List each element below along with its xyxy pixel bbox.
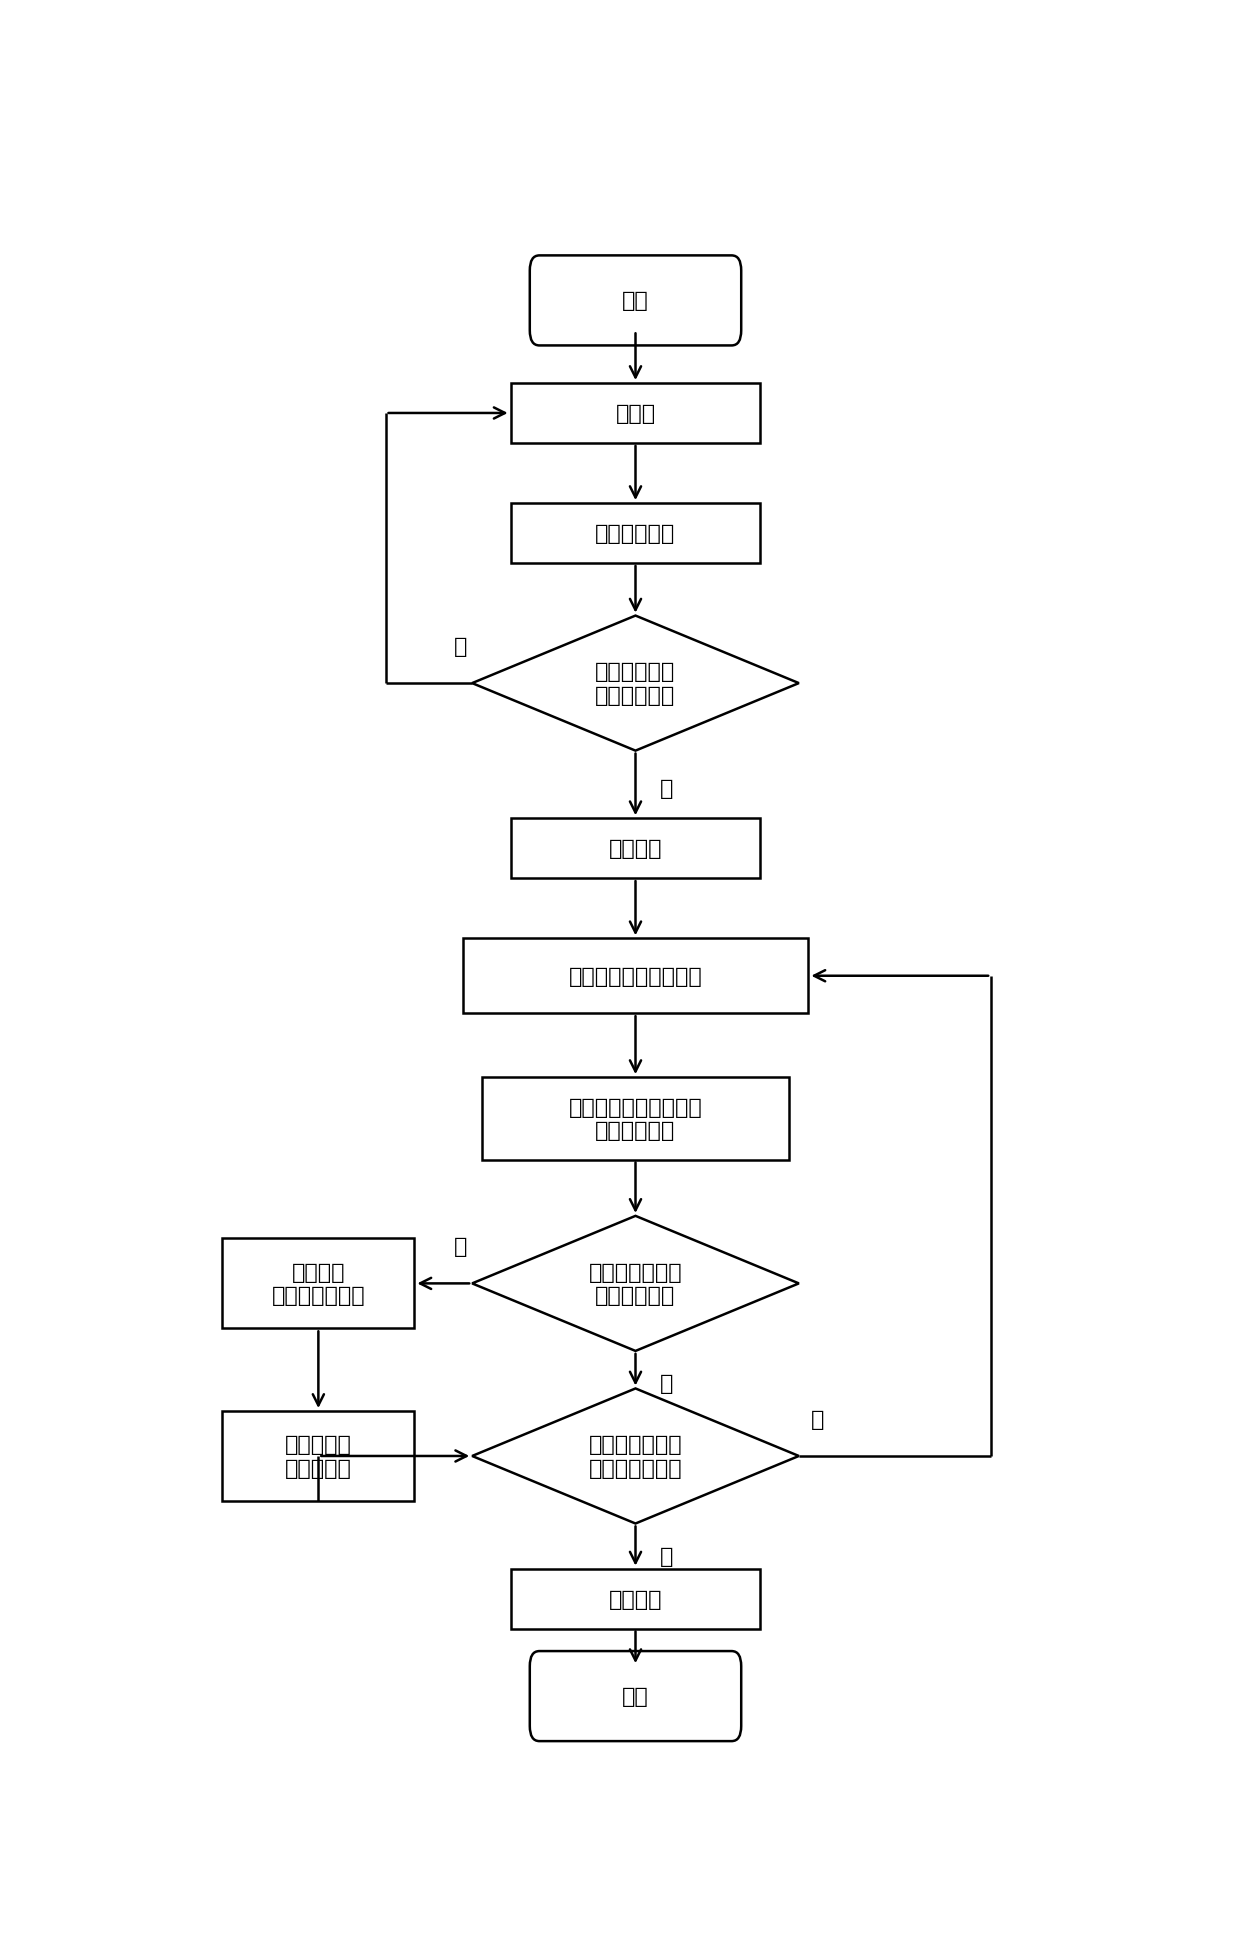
Text: 否: 否 — [811, 1408, 823, 1430]
Text: 初始化: 初始化 — [615, 403, 656, 425]
FancyBboxPatch shape — [529, 1652, 742, 1742]
Text: 模数器件采集输出信号: 模数器件采集输出信号 — [569, 966, 702, 986]
Bar — [463, 939, 808, 1013]
Text: 结束: 结束 — [622, 1687, 649, 1706]
Text: 对比得到差异性
是否超出阈值: 对比得到差异性 是否超出阈值 — [589, 1262, 682, 1305]
Text: 认为发生
单粒子瞬态效应: 认为发生 单粒子瞬态效应 — [272, 1262, 366, 1305]
Text: 是: 是 — [660, 779, 673, 799]
Bar — [511, 505, 760, 563]
Polygon shape — [472, 616, 799, 752]
Text: 配置输入码型: 配置输入码型 — [595, 524, 676, 543]
Bar — [511, 818, 760, 879]
Bar — [481, 1077, 789, 1159]
Text: 结束辐照: 结束辐照 — [609, 1590, 662, 1609]
Text: 开始: 开始 — [622, 292, 649, 312]
Text: 是: 是 — [454, 1237, 467, 1256]
Polygon shape — [472, 1216, 799, 1352]
Text: 否: 否 — [454, 637, 467, 656]
FancyBboxPatch shape — [529, 257, 742, 347]
Text: 将模数输出与原始输入
数字码型对比: 将模数输出与原始输入 数字码型对比 — [569, 1097, 702, 1140]
Bar — [222, 1239, 414, 1329]
Polygon shape — [472, 1389, 799, 1523]
Text: 否: 否 — [660, 1373, 673, 1393]
Text: 开始辐照: 开始辐照 — [609, 840, 662, 859]
Text: 检验待测器件
是否正常工作: 检验待测器件 是否正常工作 — [595, 662, 676, 705]
Text: 累计足够错误数
或足够辐照注量: 累计足够错误数 或足够辐照注量 — [589, 1434, 682, 1479]
Bar — [511, 384, 760, 444]
Text: 累计错误数
并保存数据: 累计错误数 并保存数据 — [285, 1434, 352, 1479]
Bar — [222, 1410, 414, 1502]
Bar — [511, 1568, 760, 1629]
Text: 是: 是 — [660, 1547, 673, 1566]
